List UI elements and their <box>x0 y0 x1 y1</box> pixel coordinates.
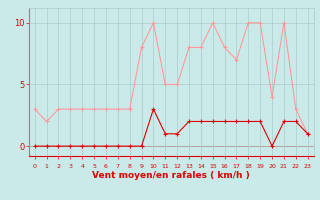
X-axis label: Vent moyen/en rafales ( km/h ): Vent moyen/en rafales ( km/h ) <box>92 171 250 180</box>
